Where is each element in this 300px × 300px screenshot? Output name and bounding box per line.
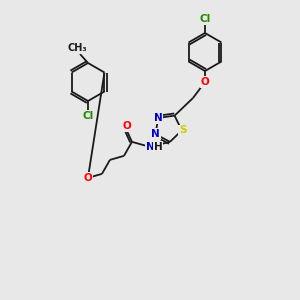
Text: O: O	[123, 121, 131, 131]
Text: H: H	[154, 142, 162, 152]
Text: O: O	[84, 173, 92, 183]
Text: N: N	[154, 113, 163, 123]
Text: N: N	[151, 129, 160, 139]
Text: CH₃: CH₃	[67, 43, 87, 53]
Text: S: S	[179, 125, 187, 135]
Text: N: N	[146, 142, 154, 152]
Text: O: O	[201, 77, 209, 87]
Text: Cl: Cl	[82, 111, 94, 121]
Text: Cl: Cl	[200, 14, 211, 24]
